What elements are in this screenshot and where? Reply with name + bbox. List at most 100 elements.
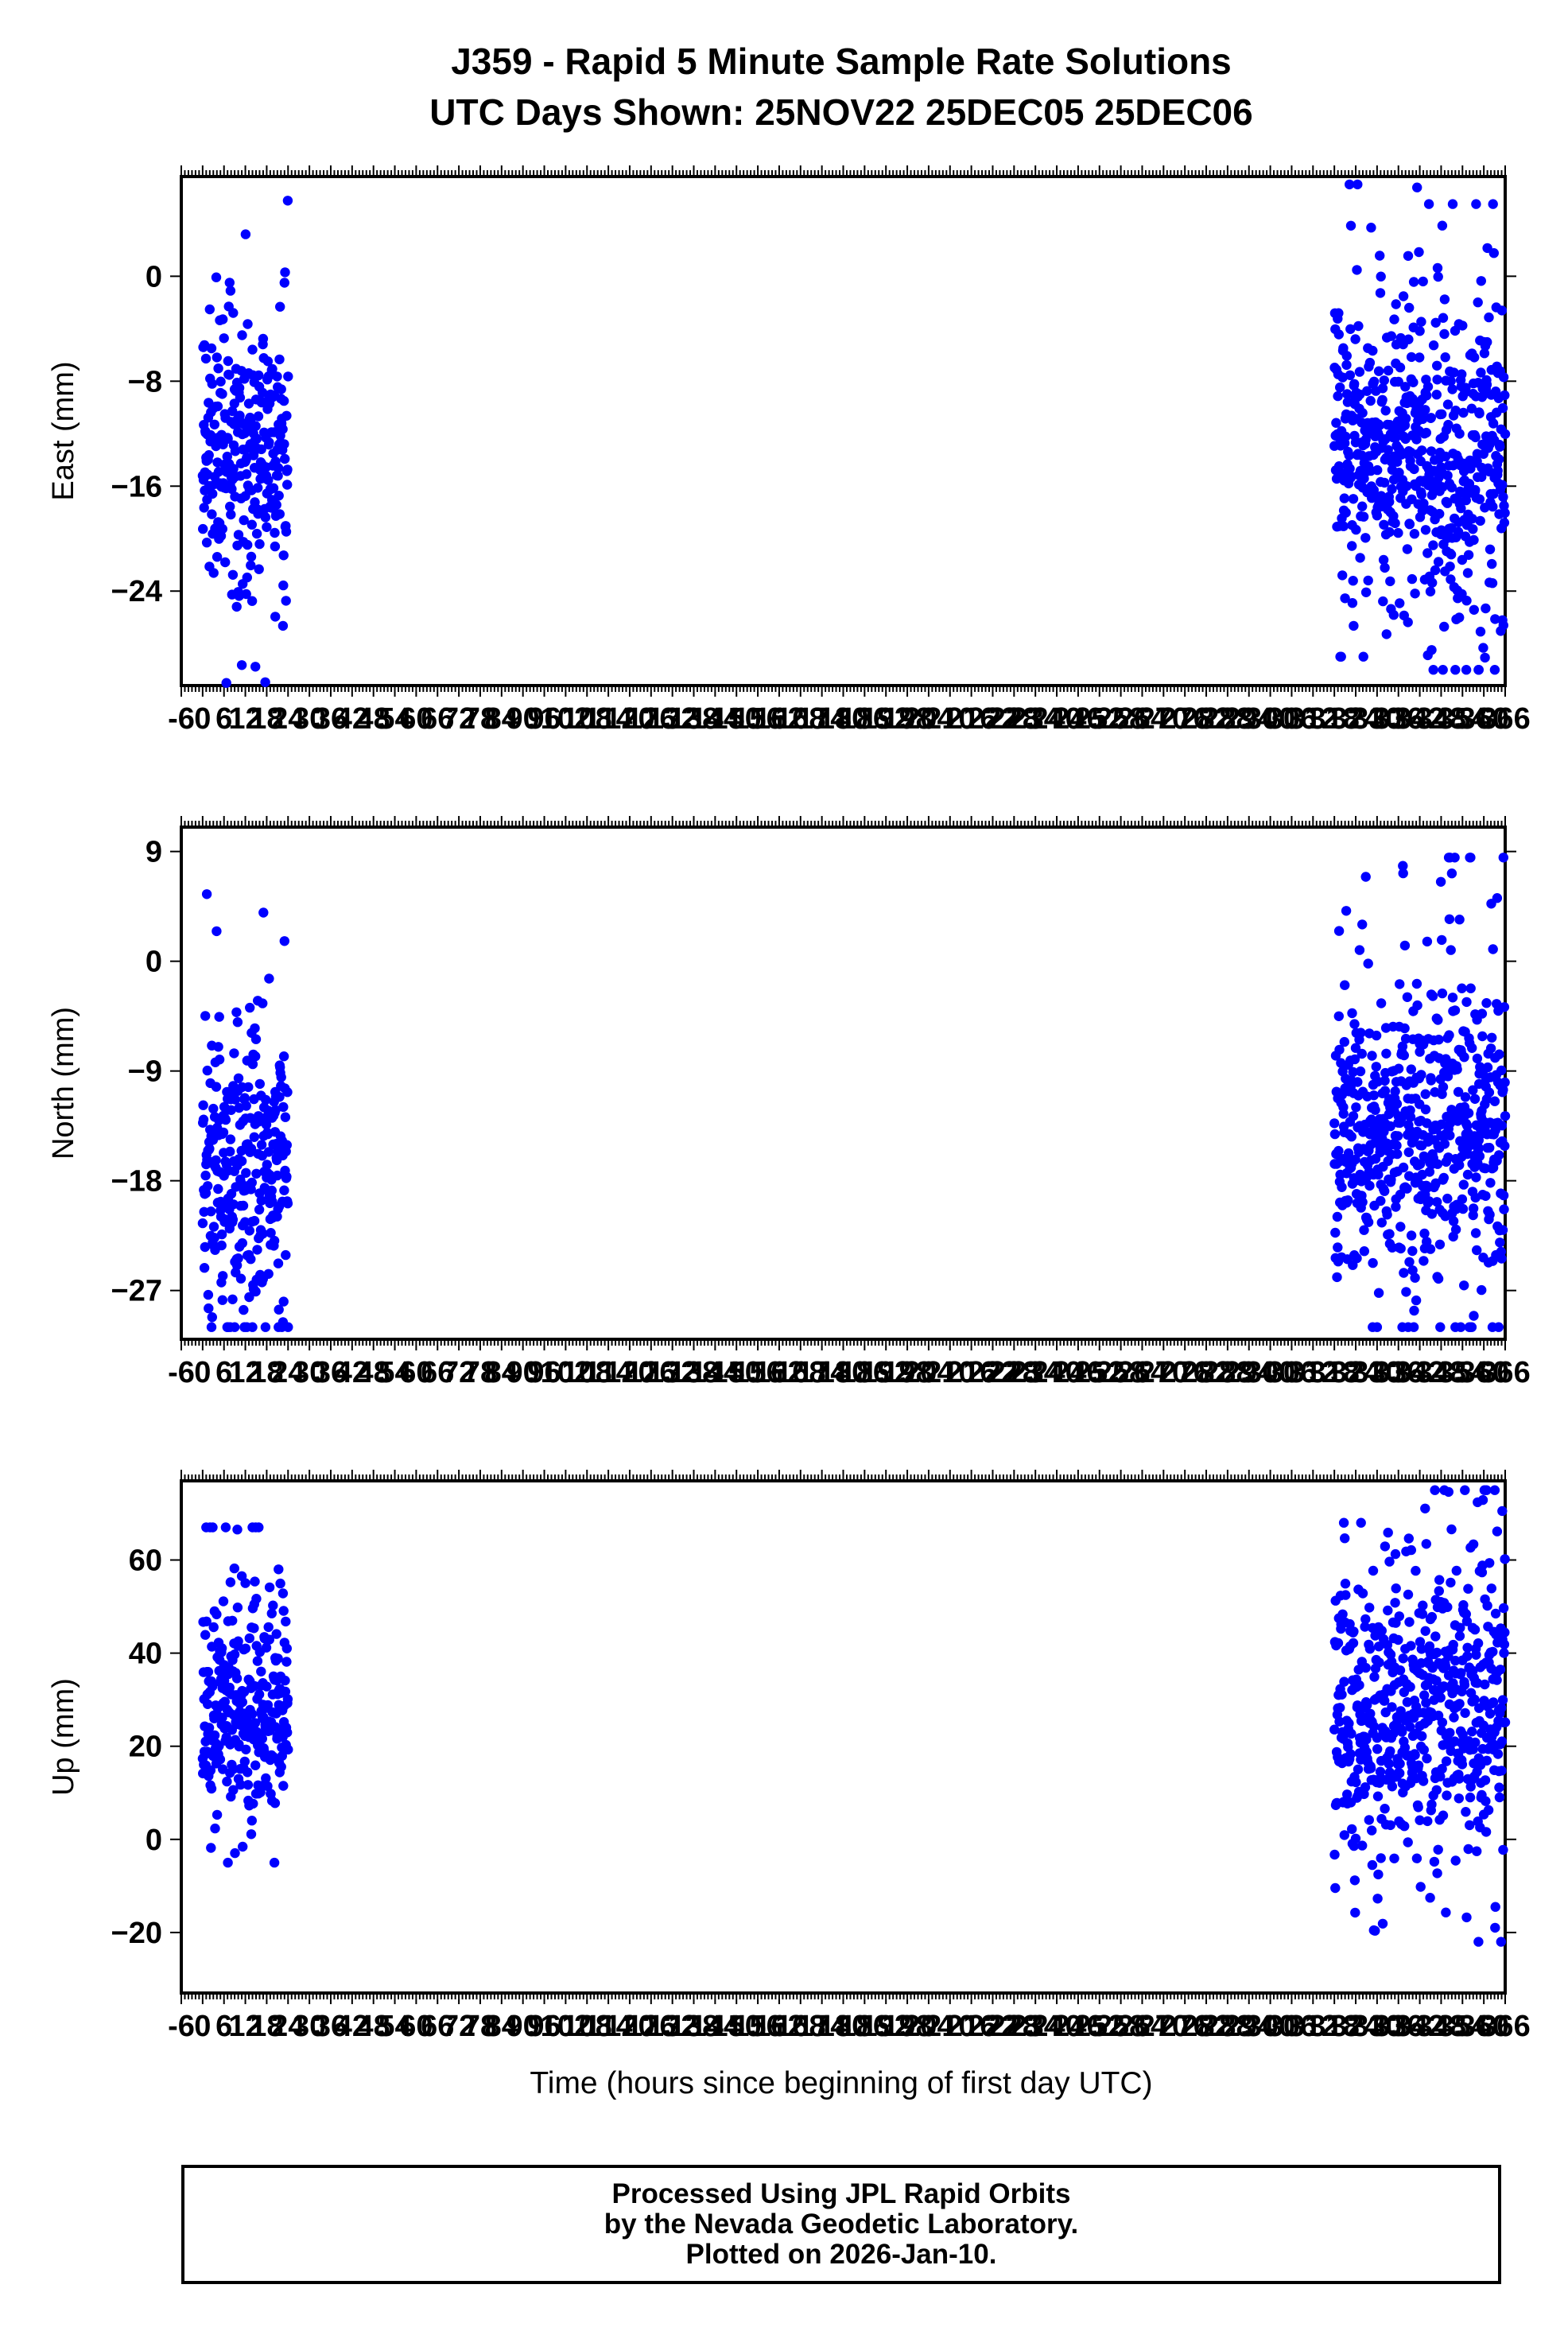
x-tick-label: 42 [336, 1356, 369, 1389]
data-point [1459, 1280, 1469, 1291]
data-point [1333, 308, 1344, 318]
data-point [1424, 1196, 1434, 1206]
data-point [1372, 511, 1383, 521]
data-point [1421, 1697, 1431, 1708]
data-point [279, 1185, 289, 1195]
data-point [1475, 515, 1485, 526]
data-point [200, 1630, 211, 1640]
data-point [1446, 868, 1457, 879]
data-point [1372, 464, 1383, 476]
x-tick-label: 186 [840, 702, 890, 736]
data-point [239, 1304, 249, 1315]
data-point [254, 370, 264, 381]
y-tick-label: 60 [129, 1544, 162, 1578]
x-tick-label: 246 [1053, 1356, 1103, 1389]
data-point [212, 552, 223, 562]
data-point [223, 355, 234, 367]
data-point [1412, 182, 1422, 192]
data-point [200, 1241, 210, 1253]
x-tick-label: 0 [194, 702, 211, 736]
data-point [1380, 562, 1390, 573]
x-tick-label: 192 [861, 2010, 911, 2043]
data-point [1431, 1676, 1442, 1686]
data-point [1468, 1203, 1479, 1214]
x-tick-label: 366 [1480, 1356, 1530, 1389]
data-point [1391, 1583, 1401, 1594]
data-point [1433, 1015, 1443, 1025]
data-point [1375, 251, 1385, 261]
data-point [1428, 340, 1439, 351]
data-point [254, 1078, 265, 1090]
data-point [208, 488, 218, 499]
data-point [1450, 1655, 1461, 1666]
x-tick-label: 180 [818, 2010, 868, 2043]
data-point [1461, 1807, 1471, 1817]
data-point [1444, 914, 1455, 925]
x-tick-label: 210 [925, 2010, 975, 2043]
data-point [275, 1578, 285, 1589]
data-point [273, 1653, 283, 1664]
x-tick-label: 144 [690, 702, 740, 736]
data-point [276, 1072, 286, 1082]
data-point [1349, 1019, 1360, 1029]
data-point [1478, 643, 1488, 653]
data-point [205, 1765, 216, 1776]
data-point [1406, 1544, 1417, 1556]
data-point [208, 1222, 219, 1232]
data-point [1331, 418, 1341, 428]
data-point [1437, 220, 1448, 231]
x-tick-label: 156 [732, 2010, 782, 2043]
data-point [254, 1689, 265, 1700]
data-point [281, 1171, 292, 1182]
x-tick-label: 348 [1416, 1356, 1466, 1389]
data-point [1492, 465, 1503, 476]
data-point [1426, 446, 1437, 457]
x-tick-label: 162 [754, 1356, 804, 1389]
data-point [1349, 1875, 1360, 1886]
data-point [1347, 1824, 1357, 1835]
data-point [1337, 1689, 1347, 1700]
data-point [1434, 1586, 1445, 1596]
data-point [1493, 1322, 1504, 1332]
data-point [1346, 472, 1356, 482]
data-point [209, 419, 219, 429]
data-point [1400, 382, 1411, 392]
data-point [206, 343, 217, 354]
data-point [223, 433, 233, 444]
data-point [203, 1181, 213, 1191]
data-point [1376, 1218, 1388, 1228]
data-point [198, 523, 208, 534]
data-point [1467, 1043, 1477, 1054]
data-point [1455, 1622, 1465, 1633]
x-tick-label: 222 [968, 702, 1018, 736]
data-point [1477, 1031, 1488, 1042]
data-point [1354, 367, 1365, 377]
data-point [1454, 1160, 1465, 1171]
data-point [1450, 1855, 1461, 1866]
data-point [1454, 915, 1465, 925]
data-point [207, 509, 217, 519]
plot-frame [180, 175, 1507, 687]
data-point [278, 1781, 289, 1791]
data-point [1420, 1104, 1431, 1115]
data-point [1340, 593, 1350, 604]
data-point [1344, 1718, 1354, 1729]
x-tick-label: 318 [1309, 1356, 1359, 1389]
x-tick-label: 354 [1438, 2010, 1488, 2043]
x-tick-label: 312 [1288, 2010, 1338, 2043]
data-point [1472, 1053, 1483, 1064]
data-point [1476, 367, 1486, 378]
data-point [254, 1204, 265, 1215]
data-point [1395, 1758, 1405, 1769]
data-point [1408, 377, 1419, 387]
data-point [1353, 321, 1364, 332]
data-point [1377, 1918, 1388, 1929]
data-point [1394, 468, 1404, 478]
data-point [278, 550, 289, 561]
data-point [1488, 501, 1498, 512]
x-tick-label: -6 [168, 2010, 195, 2043]
data-point [1485, 1143, 1495, 1153]
data-point [258, 1229, 268, 1239]
data-point [252, 1656, 263, 1666]
data-point [1403, 1533, 1415, 1544]
